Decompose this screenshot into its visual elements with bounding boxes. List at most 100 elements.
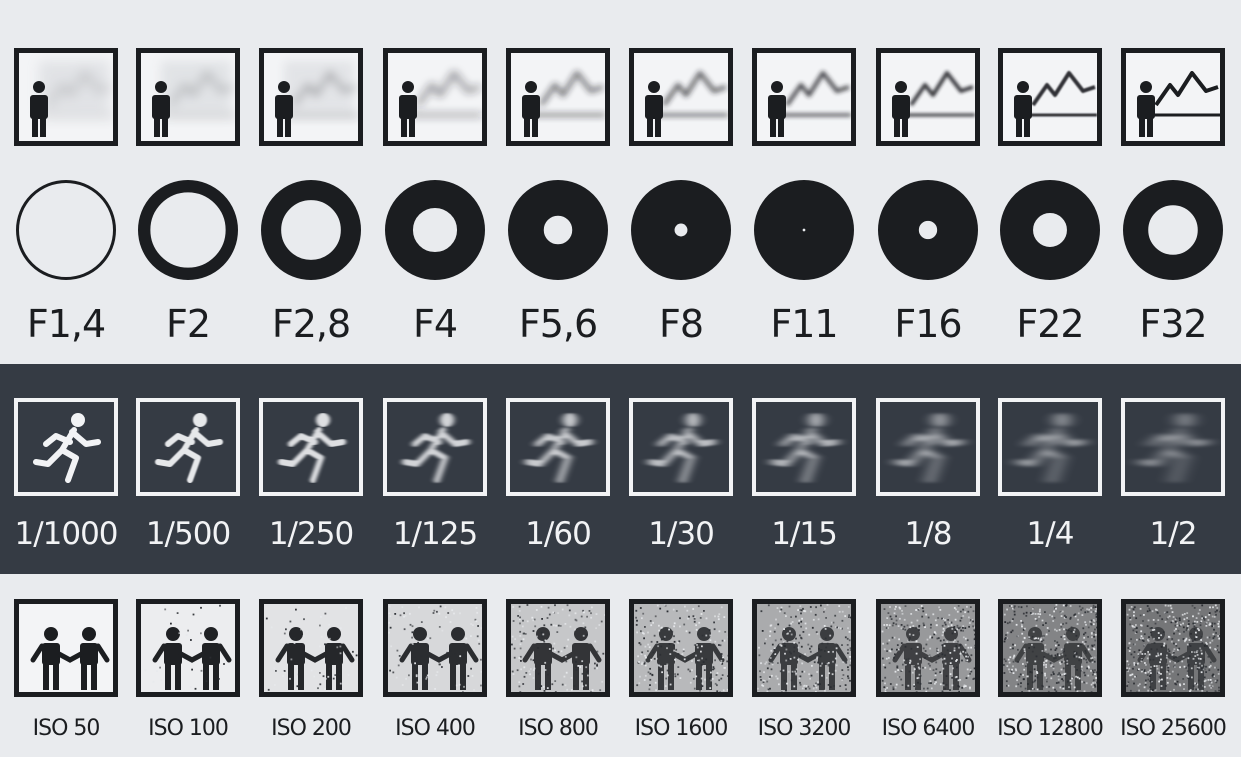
f-number-label: F32 <box>1139 302 1207 346</box>
iso-frame <box>259 599 363 697</box>
person-landscape-icon <box>1137 71 1220 137</box>
aperture-icon <box>752 178 856 286</box>
two-people-handshake-icon <box>757 604 851 692</box>
iso-label: ISO 200 <box>271 716 352 741</box>
aperture-icon <box>876 178 980 286</box>
running-person-icon <box>155 413 223 483</box>
f-number-label: F1,4 <box>26 302 106 346</box>
shutter-frame <box>998 398 1102 496</box>
shutter-speed-label: 1/4 <box>1026 516 1075 552</box>
dof-frame <box>259 48 363 146</box>
aperture-icon <box>506 178 610 286</box>
aperture-icon <box>383 178 487 286</box>
f-number-label: F5,6 <box>518 302 598 346</box>
two-people-handshake-icon <box>635 604 728 692</box>
iso-label: ISO 400 <box>395 716 476 741</box>
person-landscape-icon <box>30 61 113 137</box>
dof-frame <box>629 48 733 146</box>
iso-label: ISO 100 <box>148 716 229 741</box>
running-person-icon <box>1017 413 1085 483</box>
running-person-icon <box>402 413 470 483</box>
shutter-frame <box>1121 398 1225 496</box>
shutter-frame <box>136 398 240 496</box>
running-person-icon <box>1140 413 1208 483</box>
person-landscape-icon <box>522 71 605 137</box>
shutter-frame <box>506 398 610 496</box>
dof-frame <box>383 48 487 146</box>
iso-label: ISO 1600 <box>634 716 729 741</box>
shutter-frame <box>14 398 118 496</box>
iso-label: ISO 800 <box>518 716 599 741</box>
two-people-handshake-icon <box>881 605 975 692</box>
aperture-icon <box>1121 178 1225 286</box>
dof-frame <box>1121 48 1225 146</box>
running-person-icon <box>771 413 839 483</box>
iso-frame <box>876 599 980 697</box>
f-number-label: F8 <box>658 302 704 346</box>
two-people-handshake-icon <box>144 604 232 690</box>
dof-frame <box>876 48 980 146</box>
iso-frame <box>752 599 856 697</box>
person-landscape-icon <box>152 61 235 137</box>
two-people-handshake-icon <box>388 605 482 692</box>
iso-label: ISO 3200 <box>757 716 852 741</box>
aperture-icon <box>998 178 1102 286</box>
iso-label: ISO 50 <box>32 716 101 741</box>
person-landscape-icon <box>892 71 975 137</box>
two-people-handshake-icon <box>1003 604 1097 692</box>
two-people-handshake-icon <box>30 627 110 690</box>
iso-label: ISO 12800 <box>997 716 1104 741</box>
aperture-icon <box>629 178 733 286</box>
iso-label: ISO 25600 <box>1120 716 1227 741</box>
f-number-label: F2,8 <box>271 302 351 346</box>
shutter-frame <box>383 398 487 496</box>
two-people-handshake-icon <box>1126 604 1220 692</box>
person-landscape-icon <box>399 71 482 137</box>
shutter-frame <box>876 398 980 496</box>
running-person-icon <box>278 413 346 483</box>
f-number-label: F2 <box>165 302 211 346</box>
running-person-icon <box>525 413 593 483</box>
iso-frame <box>14 599 118 697</box>
aperture-icon <box>136 178 240 286</box>
shutter-speed-label: 1/125 <box>392 516 478 552</box>
shutter-speed-label: 1/15 <box>771 516 838 552</box>
shutter-speed-label: 1/500 <box>145 516 231 552</box>
f-number-label: F11 <box>770 302 838 346</box>
person-landscape-icon <box>645 71 728 137</box>
aperture-icon <box>259 178 363 286</box>
shutter-speed-label: 1/1000 <box>14 516 118 552</box>
person-landscape-icon <box>768 71 851 137</box>
dof-frame <box>506 48 610 146</box>
shutter-frame <box>259 398 363 496</box>
iso-frame <box>998 599 1102 697</box>
running-person-icon <box>895 413 963 483</box>
shutter-frame <box>752 398 856 496</box>
dof-frame <box>136 48 240 146</box>
person-landscape-icon <box>1014 71 1097 137</box>
shutter-speed-label: 1/250 <box>268 516 354 552</box>
running-person-icon <box>648 413 716 483</box>
shutter-speed-label: 1/2 <box>1149 516 1198 552</box>
shutter-speed-label: 1/8 <box>904 516 953 552</box>
shutter-speed-label: 1/60 <box>525 516 592 552</box>
f-number-label: F4 <box>412 302 458 346</box>
iso-frame <box>1121 599 1225 697</box>
two-people-handshake-icon <box>511 604 605 692</box>
aperture-icon <box>14 178 118 286</box>
dof-frame <box>14 48 118 146</box>
iso-frame <box>383 599 487 697</box>
dof-frame <box>998 48 1102 146</box>
f-number-label: F16 <box>894 302 962 346</box>
iso-frame <box>136 599 240 697</box>
f-number-label: F22 <box>1016 302 1084 346</box>
shutter-speed-label: 1/30 <box>648 516 715 552</box>
running-person-icon <box>33 413 101 483</box>
dof-frame <box>752 48 856 146</box>
person-landscape-icon <box>275 61 358 137</box>
iso-frame <box>506 599 610 697</box>
iso-label: ISO 6400 <box>881 716 976 741</box>
shutter-frame <box>629 398 733 496</box>
iso-frame <box>629 599 733 697</box>
two-people-handshake-icon <box>265 607 358 691</box>
